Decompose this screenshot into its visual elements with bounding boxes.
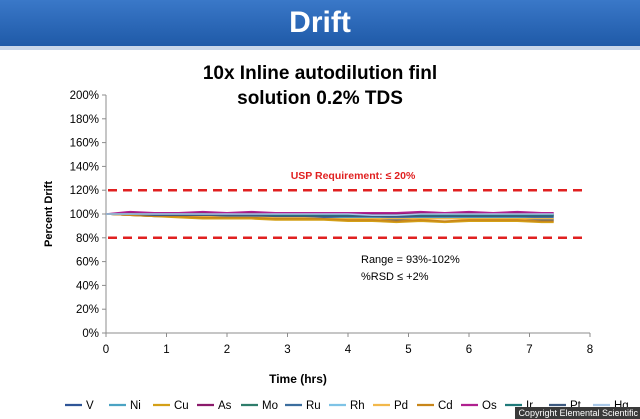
legend-label-mo: Mo bbox=[262, 400, 278, 412]
x-tick-label: 4 bbox=[345, 344, 352, 356]
banner-divider bbox=[0, 46, 640, 50]
y-tick-label: 180% bbox=[70, 114, 99, 126]
y-tick-label: 40% bbox=[76, 280, 99, 292]
y-tick-label: 120% bbox=[70, 185, 99, 197]
legend-label-as: As bbox=[218, 400, 232, 412]
chart-title-line-2: solution 0.2% TDS bbox=[237, 88, 403, 109]
y-tick-label: 0% bbox=[82, 328, 99, 340]
legend-label-os: Os bbox=[482, 400, 497, 412]
legend-label-ru: Ru bbox=[306, 400, 321, 412]
copyright-notice: Copyright Elemental Scientific bbox=[515, 407, 640, 419]
y-tick-label: 140% bbox=[70, 161, 99, 173]
y-tick-label: 20% bbox=[76, 304, 99, 316]
x-tick-label: 3 bbox=[284, 344, 290, 356]
x-tick-label: 6 bbox=[466, 344, 472, 356]
y-tick-label: 80% bbox=[76, 233, 99, 245]
y-tick-label: 160% bbox=[70, 138, 99, 150]
x-tick-label: 1 bbox=[163, 344, 169, 356]
slide-title: Drift bbox=[289, 6, 351, 39]
legend-label-cu: Cu bbox=[174, 400, 189, 412]
legend-label-cd: Cd bbox=[438, 400, 453, 412]
series-line-cd bbox=[105, 213, 554, 222]
legend-label-ni: Ni bbox=[130, 400, 141, 412]
annotation-text: %RSD ≤ +2% bbox=[361, 271, 429, 283]
legend-label-rh: Rh bbox=[350, 400, 365, 412]
series-line-os bbox=[105, 210, 554, 215]
y-tick-label: 60% bbox=[76, 257, 99, 269]
legend-label-v: V bbox=[86, 400, 94, 412]
y-tick-label: 100% bbox=[70, 209, 99, 221]
x-tick-label: 5 bbox=[405, 344, 411, 356]
x-axis-label: Time (hrs) bbox=[269, 372, 327, 386]
limit-label: USP Requirement: ≤ 20% bbox=[291, 170, 416, 182]
annotation-text: Range = 93%-102% bbox=[361, 254, 460, 266]
legend-label-pt: Pt bbox=[570, 400, 582, 412]
y-tick-label: 200% bbox=[70, 90, 99, 102]
x-tick-label: 2 bbox=[224, 344, 230, 356]
legend-label-pd: Pd bbox=[394, 400, 408, 412]
x-tick-label: 0 bbox=[103, 344, 109, 356]
series-line-hg bbox=[106, 213, 554, 216]
x-tick-label: 7 bbox=[526, 344, 532, 356]
y-axis-label: Percent Drift bbox=[43, 181, 55, 247]
chart-title-line-1: 10x Inline autodilution finl bbox=[202, 63, 438, 84]
x-tick-label: 8 bbox=[587, 344, 593, 356]
legend-label-ir: Ir bbox=[526, 400, 533, 412]
series-line-cu bbox=[105, 213, 554, 224]
header-banner: Drift bbox=[0, 0, 640, 46]
series-line-pt bbox=[106, 213, 554, 218]
